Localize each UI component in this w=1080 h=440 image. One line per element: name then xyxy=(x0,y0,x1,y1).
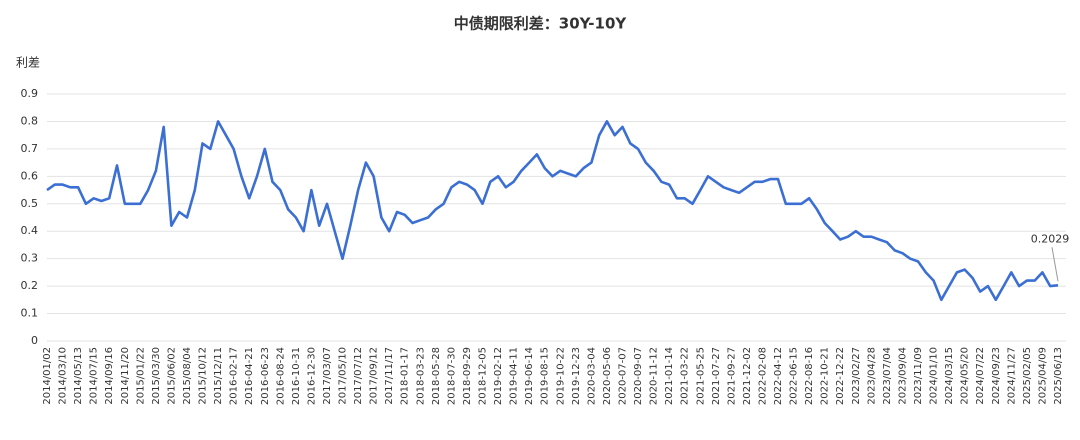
x-tick-label: 2020-09-07 xyxy=(633,347,644,405)
x-tick-label: 2015/01/22 xyxy=(135,347,146,405)
y-tick-label: 0.2 xyxy=(21,279,39,292)
x-tick-label: 2024/01/10 xyxy=(929,347,940,405)
y-tick-label: 0.1 xyxy=(21,307,39,320)
x-tick-label: 2020-07-07 xyxy=(617,347,628,405)
data-line xyxy=(46,120,1059,302)
x-tick-label: 2021-01-14 xyxy=(664,347,675,405)
x-tick-label: 2023/02/27 xyxy=(851,347,862,405)
x-tick-label: 2018-07-30 xyxy=(446,347,457,405)
x-tick-label: 2015/08/04 xyxy=(182,347,193,405)
x-tick-label: 2019-02-12 xyxy=(493,347,504,405)
x-tick-label: 2023/09/04 xyxy=(897,347,908,405)
y-tick-label: 0.8 xyxy=(21,114,39,127)
x-tick-label: 2022-12-22 xyxy=(835,347,846,405)
x-tick-label: 2017/03/07 xyxy=(322,347,333,405)
x-tick-label: 2016-06-23 xyxy=(260,347,271,405)
x-tick-label: 2022-02-08 xyxy=(757,347,768,405)
x-tick-label: 2018-01-17 xyxy=(400,347,411,405)
y-tick-label: 0.6 xyxy=(21,169,39,182)
x-tick-label: 2016-08-24 xyxy=(275,347,286,405)
y-tick-label: 0.4 xyxy=(21,224,39,237)
x-tick-label: 2017/11/17 xyxy=(384,347,395,405)
annotation-leader xyxy=(1051,247,1059,282)
x-tick-label: 2019-04-11 xyxy=(509,347,520,405)
x-tick-label: 2021-07-27 xyxy=(711,347,722,405)
x-tick-label: 2023/07/04 xyxy=(882,347,893,405)
x-tick-label: 2025/02/05 xyxy=(1022,347,1033,405)
x-tick-label: 2014/03/10 xyxy=(58,347,69,405)
y-tick-label: 0 xyxy=(31,334,38,347)
y-tick-label: 0.3 xyxy=(21,252,39,265)
x-tick-label: 2014/11/20 xyxy=(120,347,131,405)
x-tick-label: 2017/05/10 xyxy=(338,347,349,405)
last-value-label: 0.2029 xyxy=(1031,232,1070,245)
x-tick-label: 2018-09-29 xyxy=(462,347,473,405)
x-tick-label: 2016-04-21 xyxy=(244,347,255,405)
x-tick-label: 2017/07/12 xyxy=(353,347,364,405)
x-tick-label: 2020-05-06 xyxy=(602,347,613,405)
x-tick-label: 2020-11-12 xyxy=(649,347,660,405)
x-tick-label: 2018-12-05 xyxy=(478,347,489,405)
x-tick-label: 2014/09/16 xyxy=(104,347,115,405)
x-tick-label: 2022-08-16 xyxy=(804,347,815,405)
x-tick-label: 2021-05-25 xyxy=(695,347,706,405)
x-tick-label: 2024/07/22 xyxy=(975,347,986,405)
x-tick-label: 2014/07/15 xyxy=(89,347,100,405)
x-tick-label: 2025/06/13 xyxy=(1053,347,1064,405)
x-tick-label: 2024/03/15 xyxy=(944,347,955,405)
x-tick-label: 2018-05-28 xyxy=(431,347,442,405)
x-tick-label: 2017/09/12 xyxy=(369,347,380,405)
x-tick-label: 2015/06/02 xyxy=(166,347,177,405)
y-tick-label: 0.5 xyxy=(21,197,39,210)
x-tick-label: 2014/05/13 xyxy=(73,347,84,405)
x-tick-label: 2021-09-27 xyxy=(726,347,737,405)
y-tick-label: 0.7 xyxy=(21,142,39,155)
y-tick-label: 0.9 xyxy=(21,87,39,100)
x-tick-label: 2021-12-02 xyxy=(742,347,753,405)
x-tick-label: 2024/09/23 xyxy=(991,347,1002,405)
x-tick-label: 2014/01/02 xyxy=(42,347,53,405)
x-tick-label: 2016-02-17 xyxy=(229,347,240,405)
x-tick-label: 2024/05/20 xyxy=(960,347,971,405)
x-tick-label: 2018-03-23 xyxy=(415,347,426,405)
x-tick-label: 2019-10-22 xyxy=(555,347,566,405)
x-tick-label: 2019-12-23 xyxy=(571,347,582,405)
x-tick-label: 2020-03-04 xyxy=(586,347,597,405)
x-tick-label: 2016-10-31 xyxy=(291,347,302,405)
x-tick-label: 2019-08-15 xyxy=(540,347,551,405)
y-axis-label: 利差 xyxy=(16,56,40,70)
x-tick-label: 2022-06-15 xyxy=(789,347,800,405)
x-tick-label: 2021-03-22 xyxy=(680,347,691,405)
x-tick-label: 2015/10/12 xyxy=(198,347,209,405)
x-tick-label: 2019-06-14 xyxy=(524,347,535,405)
x-tick-label: 2023/04/28 xyxy=(866,347,877,405)
x-tick-label: 2016-12-30 xyxy=(306,347,317,405)
x-tick-label: 2023/11/09 xyxy=(913,347,924,405)
x-tick-label: 2015/12/11 xyxy=(213,347,224,405)
chart-title: 中债期限利差：30Y-10Y xyxy=(454,15,628,33)
x-tick-label: 2025/04/09 xyxy=(1037,347,1048,405)
x-tick-label: 2015/03/30 xyxy=(151,347,162,405)
x-tick-label: 2022-10-21 xyxy=(820,347,831,405)
x-tick-label: 2024/11/27 xyxy=(1006,347,1017,405)
x-tick-label: 2022-04-12 xyxy=(773,347,784,405)
